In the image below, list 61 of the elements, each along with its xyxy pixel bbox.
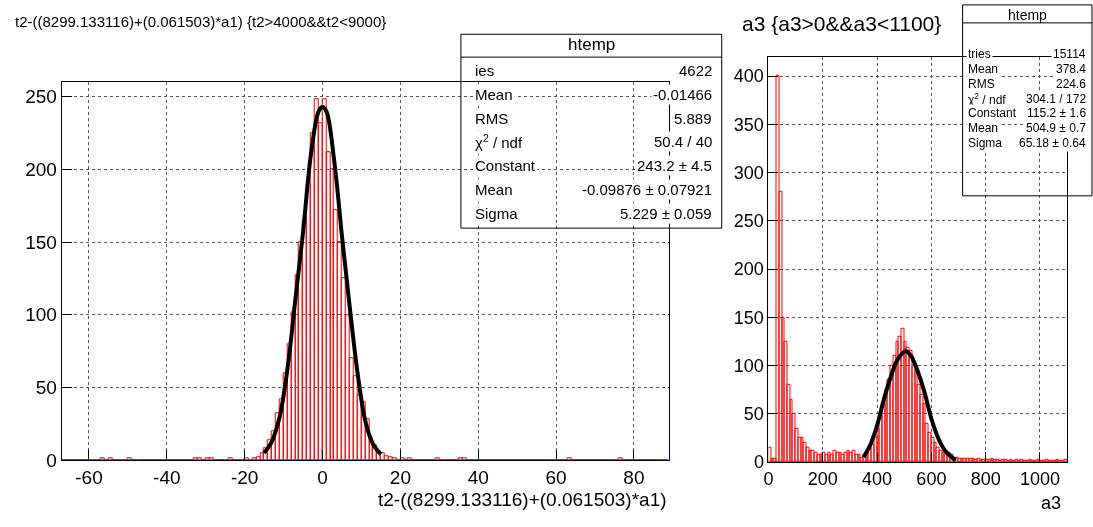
x-tick-label: 20	[389, 466, 411, 488]
y-tick-label: 150	[733, 307, 764, 328]
annotation: 115.2 ± 1.6	[1027, 106, 1087, 120]
annotation: χ$^{2}$ / ndf	[475, 132, 523, 152]
y-tick-label: 0	[753, 452, 764, 473]
y-tick-label: 200	[733, 259, 764, 280]
x-tick-label: -20	[230, 466, 259, 488]
text: htemp	[568, 35, 616, 54]
x-tick-label: 400	[862, 468, 893, 489]
annotation: Sigma	[475, 205, 519, 222]
chart-title: a3 {a3>0&&a3<1100}	[742, 12, 942, 35]
annotation: Mean	[968, 121, 999, 135]
annotation: 378.4	[1056, 62, 1087, 76]
annotation: -0.01466	[653, 86, 713, 103]
annotation: Constant	[968, 106, 1017, 120]
annotation: 504.9 ± 0.7	[1026, 121, 1087, 135]
x-tick-label: 800	[970, 468, 1001, 489]
y-tick-label: 150	[25, 231, 57, 253]
y-tick-label: 200	[25, 159, 57, 181]
y-tick-label: 300	[733, 162, 764, 183]
annotation: 243.2 ± 4.5	[637, 157, 712, 174]
annotation: Constant	[475, 157, 536, 174]
x-tick-label: 600	[916, 468, 947, 489]
annotation: RMS	[968, 77, 995, 91]
x-tick-label: 80	[623, 466, 645, 488]
x-tick-label: 200	[807, 468, 838, 489]
annotation: Mean	[968, 62, 999, 76]
y-tick-label: 0	[46, 449, 57, 471]
text: 4622	[679, 62, 713, 79]
x-tick-label: 0	[317, 466, 328, 488]
annotation: 5.229 ± 0.059	[620, 205, 712, 222]
y-tick-label: 50	[743, 404, 764, 425]
y-tick-label: 250	[25, 86, 57, 108]
x-tick-label: -60	[75, 466, 103, 488]
annotation: 304.1 / 172	[1026, 92, 1087, 106]
y-tick-label: 400	[733, 66, 764, 87]
chart-title: t2-((8299.133116)+(0.061503)*a1) {t2>4000&&t2<9000}	[15, 13, 387, 30]
x-tick-label: 1000	[1019, 468, 1060, 489]
y-tick-label: 50	[35, 377, 57, 399]
text: ies	[475, 62, 495, 79]
annotation: Sigma	[968, 136, 1003, 150]
y-tick-label: 350	[733, 114, 764, 135]
annotation: 65.18 ± 0.64	[1019, 136, 1086, 150]
y-tick-label: 100	[25, 304, 57, 326]
text: 5.889	[674, 110, 712, 127]
y-tick-label: 250	[733, 211, 764, 232]
annotation: Mean	[475, 181, 513, 198]
x-tick-label: 40	[467, 466, 489, 488]
annotation: 50.4 / 40	[654, 133, 713, 150]
x-axis-title: t2-((8299.133116)+(0.061503)*a1)	[378, 489, 667, 510]
annotation: -0.09876 ± 0.07921	[582, 181, 713, 198]
x-tick-label: 60	[545, 466, 567, 488]
y-tick-label: 100	[733, 355, 764, 376]
text: htemp	[1008, 7, 1048, 23]
annotation: 15114	[1053, 47, 1086, 61]
x-axis-title: a3	[1041, 493, 1062, 513]
x-tick-label: -40	[153, 466, 181, 488]
annotation: RMS	[475, 110, 509, 127]
annotation: Mean	[475, 86, 513, 103]
annotation: 224.6	[1056, 77, 1087, 91]
annotation: tries	[968, 47, 991, 61]
